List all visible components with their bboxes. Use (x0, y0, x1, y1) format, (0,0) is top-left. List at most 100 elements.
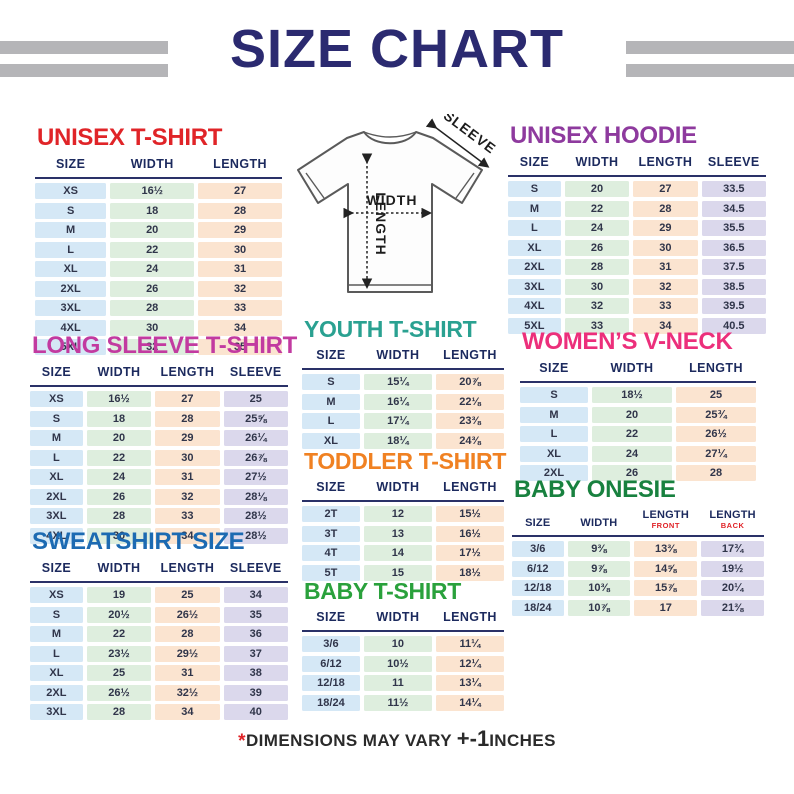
table-cell: 20½ (86, 606, 152, 623)
table-cell: 25⅝ (223, 410, 288, 427)
table-cell: 2XL (35, 280, 107, 297)
table-cell: 37.5 (701, 259, 766, 276)
womens-vneck-section: WOMEN’S V-NECK SIZE WIDTH LENGTH S 18½ 25 M 20 2… (520, 328, 756, 482)
table-cell: 4XL (30, 527, 83, 544)
column-header: SIZE (316, 480, 346, 494)
table-cell: 32 (155, 488, 220, 505)
table-cell: 20 (592, 406, 672, 423)
table-cell: 17¼ (363, 413, 432, 430)
column-header: WIDTH (610, 361, 654, 375)
table-cell: 3XL (35, 300, 107, 317)
table-cell: 28 (155, 626, 220, 643)
table-cell: 20¼ (701, 580, 764, 597)
table-cell: 28 (155, 410, 220, 427)
table-cell: L (30, 449, 83, 466)
table-cell: 20⅞ (435, 374, 504, 391)
header-underline (302, 499, 504, 502)
table-cell: 33.5 (701, 181, 766, 198)
table-cell: 31 (155, 665, 220, 682)
long-sleeve-title: LONG SLEEVE T-SHIRT (32, 332, 297, 359)
table-cell: 22 (86, 449, 152, 466)
table-cell: 16½ (110, 183, 195, 200)
table-cell: 17½ (435, 545, 504, 562)
table-cell: 3XL (508, 278, 561, 295)
table-cell: M (508, 200, 561, 217)
column-header: LENGTH (689, 361, 743, 375)
column-header: WIDTH (376, 610, 420, 624)
table-cell: 15½ (435, 506, 504, 523)
table-cell: 30 (86, 527, 152, 544)
table-cell: 18 (110, 202, 195, 219)
table-cell: 31 (155, 469, 220, 486)
table-cell: 13¼ (435, 675, 504, 692)
table-cell: 32 (198, 280, 282, 297)
table-cell: L (302, 413, 360, 430)
youth-tshirt-section: YOUTH T-SHIRT SIZE WIDTH LENGTH S 15¼ 20⅞ M 16¼… (302, 316, 504, 449)
table-cell: S (520, 387, 588, 404)
table-cell: 26¼ (223, 430, 288, 447)
table-cell: 9⅜ (567, 541, 631, 558)
table-cell: 5T (302, 564, 360, 581)
table-cell: 34 (155, 527, 220, 544)
toddler-tshirt-title: TODDLER T-SHIRT (304, 448, 507, 474)
table-cell: 36.5 (701, 239, 766, 256)
left-cuff-seam (305, 172, 325, 199)
table-cell: 37 (223, 645, 288, 662)
header-underline (30, 384, 288, 387)
footer-unit: INCHES (489, 731, 556, 750)
table-cell: 25 (223, 391, 288, 408)
right-cuff-seam (455, 172, 475, 199)
table-cell: 30 (633, 239, 698, 256)
table-cell: 29 (155, 430, 220, 447)
column-header-sub: FRONT (651, 520, 680, 530)
table-cell: 5XL (35, 339, 107, 356)
table-cell: 2T (302, 506, 360, 523)
header-underline (35, 176, 282, 179)
table-cell: 14¼ (435, 694, 504, 711)
table-cell: 14⅝ (634, 560, 698, 577)
table-cell: M (30, 626, 83, 643)
table-cell: 34 (223, 587, 288, 604)
table-cell: 17 (634, 599, 698, 616)
footer-text: DIMENSIONS MAY VARY (245, 731, 452, 750)
table-cell: 25 (676, 387, 756, 404)
table-cell: 16½ (86, 391, 152, 408)
table-cell: 40.5 (701, 317, 766, 334)
table-cell: 25¾ (676, 406, 756, 423)
table-cell: 28 (564, 259, 630, 276)
table-cell: 36 (223, 626, 288, 643)
column-header: WIDTH (376, 480, 420, 494)
youth-tshirt-title: YOUTH T-SHIRT (304, 316, 477, 342)
table-cell: 15⅞ (634, 580, 698, 597)
table-cell: 2XL (508, 259, 561, 276)
table-cell: 24 (592, 445, 672, 462)
table-cell: XL (35, 261, 107, 278)
table-cell: 26 (110, 280, 195, 297)
asterisk: * (238, 731, 246, 752)
column-header: LENGTH BACK (701, 509, 764, 531)
table-cell: 17¾ (701, 541, 764, 558)
table-cell: 14 (363, 545, 432, 562)
table-cell: 28 (633, 200, 698, 217)
column-header: SLEEVE (707, 155, 760, 169)
table-cell: 26 (86, 488, 152, 505)
table-cell: 28 (198, 202, 282, 219)
page-title: SIZE CHART (230, 19, 564, 79)
table-cell: 22 (592, 426, 672, 443)
table-cell: 10½ (363, 655, 432, 672)
table-cell: S (302, 374, 360, 391)
table-cell: 20 (110, 222, 195, 239)
table-cell: S (508, 181, 561, 198)
header-underline (512, 534, 764, 537)
collar-seam (363, 131, 417, 138)
table-cell: S (30, 606, 83, 623)
column-header: SIZE (41, 561, 72, 575)
table-cell: 33 (564, 317, 630, 334)
table-cell: L (508, 220, 561, 237)
table-cell: 23⅜ (435, 413, 504, 430)
baby-onesie-title: BABY ONESIE (514, 476, 676, 503)
header-underline (30, 580, 288, 583)
tolerance-value: +-1 (456, 726, 490, 751)
table-cell: 26⅞ (223, 449, 288, 466)
table-cell: 33 (633, 298, 698, 315)
